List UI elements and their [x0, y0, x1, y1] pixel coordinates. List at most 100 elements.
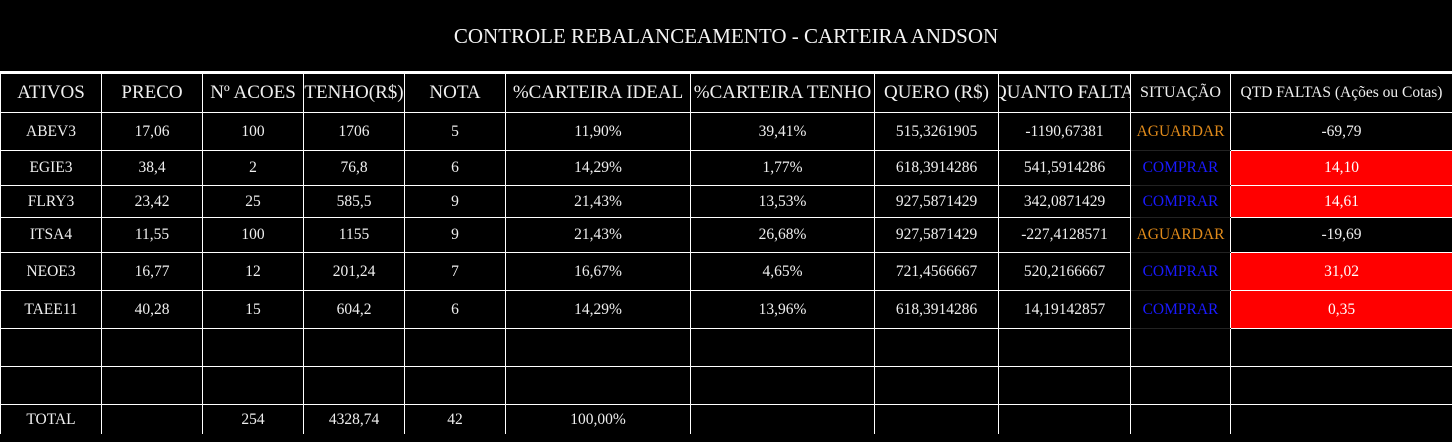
- cell-nota[interactable]: 9: [404, 217, 506, 253]
- empty-cell[interactable]: [998, 328, 1131, 367]
- cell-acoes[interactable]: 100: [202, 217, 304, 253]
- cell-falta[interactable]: -1190,67381: [998, 112, 1131, 151]
- cell-qtd[interactable]: -69,79: [1230, 112, 1452, 151]
- empty-cell[interactable]: [1230, 328, 1452, 367]
- col-header-acoes[interactable]: Nº ACOES: [202, 73, 304, 113]
- cell-nota[interactable]: 5: [404, 112, 506, 151]
- cell-situacao[interactable]: COMPRAR: [1130, 150, 1231, 186]
- empty-cell[interactable]: [101, 328, 203, 367]
- cell-ativo[interactable]: FLRY3: [0, 185, 102, 218]
- cell-quero[interactable]: 618,3914286: [874, 150, 999, 186]
- empty-cell[interactable]: [690, 366, 875, 405]
- col-header-carteira-ideal[interactable]: %CARTEIRA IDEAL: [505, 73, 691, 113]
- cell-falta[interactable]: 14,19142857: [998, 290, 1131, 329]
- cell-ideal[interactable]: 14,29%: [505, 150, 691, 186]
- cell-situacao[interactable]: COMPRAR: [1130, 185, 1231, 218]
- col-header-situacao[interactable]: SITUAÇÃO: [1130, 73, 1231, 113]
- cell-acoes[interactable]: 2: [202, 150, 304, 186]
- total-label[interactable]: TOTAL: [0, 404, 102, 434]
- col-header-carteira-tenho[interactable]: %CARTEIRA TENHO: [690, 73, 875, 113]
- empty-cell[interactable]: [505, 366, 691, 405]
- cell-falta[interactable]: 520,2166667: [998, 252, 1131, 291]
- empty-cell[interactable]: [404, 366, 506, 405]
- cell-quero[interactable]: 618,3914286: [874, 290, 999, 329]
- cell-nota[interactable]: 6: [404, 150, 506, 186]
- cell-ideal[interactable]: 21,43%: [505, 185, 691, 218]
- empty-cell[interactable]: [0, 328, 102, 367]
- total-ideal[interactable]: 100,00%: [505, 404, 691, 434]
- cell-tenho[interactable]: 76,8: [303, 150, 405, 186]
- cell-qtd[interactable]: 0,35: [1230, 290, 1452, 329]
- empty-cell[interactable]: [505, 328, 691, 367]
- cell-carteira-tenho[interactable]: 13,96%: [690, 290, 875, 329]
- cell-preco[interactable]: 16,77: [101, 252, 203, 291]
- empty-cell[interactable]: [202, 366, 304, 405]
- cell-preco[interactable]: 40,28: [101, 290, 203, 329]
- empty-cell[interactable]: [690, 328, 875, 367]
- empty-cell[interactable]: [101, 366, 203, 405]
- empty-cell[interactable]: [202, 328, 304, 367]
- empty-cell[interactable]: [690, 404, 875, 434]
- empty-cell[interactable]: [303, 328, 405, 367]
- total-preco[interactable]: [101, 404, 203, 434]
- empty-cell[interactable]: [1130, 328, 1231, 367]
- col-header-preco[interactable]: PRECO: [101, 73, 203, 113]
- cell-carteira-tenho[interactable]: 26,68%: [690, 217, 875, 253]
- cell-falta[interactable]: 342,0871429: [998, 185, 1131, 218]
- cell-preco[interactable]: 23,42: [101, 185, 203, 218]
- cell-ideal[interactable]: 21,43%: [505, 217, 691, 253]
- empty-cell[interactable]: [404, 328, 506, 367]
- cell-tenho[interactable]: 1155: [303, 217, 405, 253]
- total-acoes[interactable]: 254: [202, 404, 304, 434]
- cell-ativo[interactable]: NEOE3: [0, 252, 102, 291]
- total-tenho[interactable]: 4328,74: [303, 404, 405, 434]
- cell-carteira-tenho[interactable]: 39,41%: [690, 112, 875, 151]
- cell-carteira-tenho[interactable]: 1,77%: [690, 150, 875, 186]
- col-header-quero[interactable]: QUERO (R$): [874, 73, 999, 113]
- col-header-qtd-faltas[interactable]: QTD FALTAS (Ações ou Cotas): [1230, 73, 1452, 113]
- cell-qtd[interactable]: 31,02: [1230, 252, 1452, 291]
- total-nota[interactable]: 42: [404, 404, 506, 434]
- cell-nota[interactable]: 7: [404, 252, 506, 291]
- cell-situacao[interactable]: AGUARDAR: [1130, 217, 1231, 253]
- col-header-ativos[interactable]: ATIVOS: [0, 73, 102, 113]
- cell-situacao[interactable]: AGUARDAR: [1130, 112, 1231, 151]
- empty-cell[interactable]: [874, 366, 999, 405]
- col-header-nota[interactable]: NOTA: [404, 73, 506, 113]
- cell-ideal[interactable]: 14,29%: [505, 290, 691, 329]
- cell-preco[interactable]: 11,55: [101, 217, 203, 253]
- cell-qtd[interactable]: 14,10: [1230, 150, 1452, 186]
- cell-tenho[interactable]: 1706: [303, 112, 405, 151]
- cell-tenho[interactable]: 585,5: [303, 185, 405, 218]
- cell-preco[interactable]: 38,4: [101, 150, 203, 186]
- cell-acoes[interactable]: 12: [202, 252, 304, 291]
- cell-carteira-tenho[interactable]: 4,65%: [690, 252, 875, 291]
- empty-cell[interactable]: [1230, 404, 1452, 434]
- col-header-tenho[interactable]: TENHO(R$): [303, 73, 405, 113]
- cell-falta[interactable]: -227,4128571: [998, 217, 1131, 253]
- empty-cell[interactable]: [303, 366, 405, 405]
- cell-qtd[interactable]: -19,69: [1230, 217, 1452, 253]
- cell-ativo[interactable]: ABEV3: [0, 112, 102, 151]
- cell-tenho[interactable]: 201,24: [303, 252, 405, 291]
- cell-situacao[interactable]: COMPRAR: [1130, 290, 1231, 329]
- cell-tenho[interactable]: 604,2: [303, 290, 405, 329]
- cell-ideal[interactable]: 16,67%: [505, 252, 691, 291]
- empty-cell[interactable]: [1130, 366, 1231, 405]
- col-header-quanto-falta[interactable]: QUANTO FALTA: [998, 73, 1131, 113]
- empty-cell[interactable]: [998, 404, 1131, 434]
- cell-nota[interactable]: 9: [404, 185, 506, 218]
- cell-quero[interactable]: 927,5871429: [874, 185, 999, 218]
- cell-ativo[interactable]: TAEE11: [0, 290, 102, 329]
- empty-cell[interactable]: [1130, 404, 1231, 434]
- cell-preco[interactable]: 17,06: [101, 112, 203, 151]
- cell-quero[interactable]: 721,4566667: [874, 252, 999, 291]
- empty-cell[interactable]: [1230, 366, 1452, 405]
- cell-quero[interactable]: 515,3261905: [874, 112, 999, 151]
- cell-ideal[interactable]: 11,90%: [505, 112, 691, 151]
- cell-falta[interactable]: 541,5914286: [998, 150, 1131, 186]
- cell-situacao[interactable]: COMPRAR: [1130, 252, 1231, 291]
- cell-ativo[interactable]: ITSA4: [0, 217, 102, 253]
- empty-cell[interactable]: [0, 366, 102, 405]
- cell-nota[interactable]: 6: [404, 290, 506, 329]
